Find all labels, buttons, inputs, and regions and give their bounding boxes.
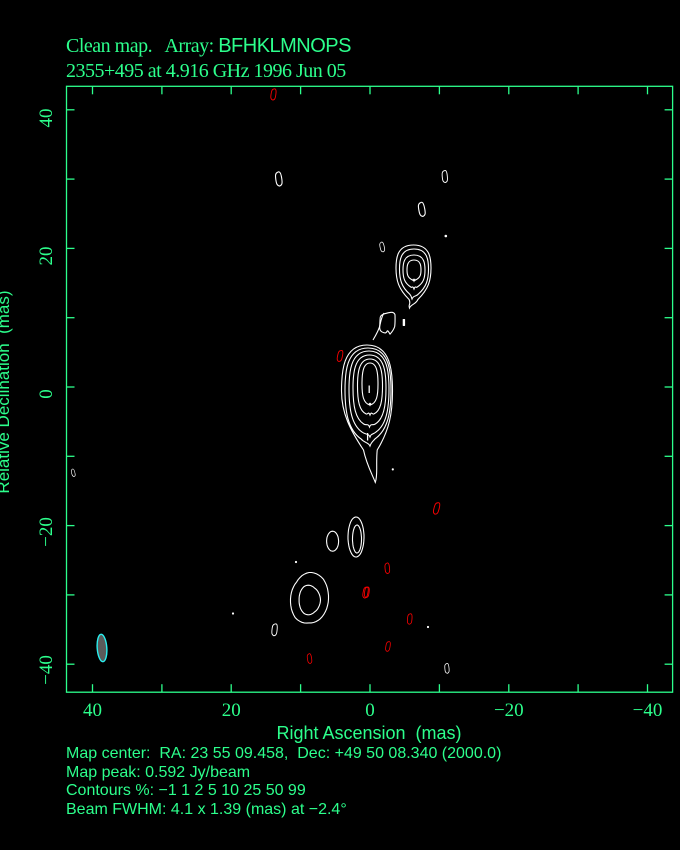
svg-text:−40: −40 <box>633 700 663 721</box>
svg-text:−20: −20 <box>494 700 524 721</box>
svg-text:40: 40 <box>36 109 57 128</box>
svg-text:−20: −20 <box>36 517 57 547</box>
svg-text:20: 20 <box>36 247 57 266</box>
svg-text:40: 40 <box>83 700 102 721</box>
svg-text:20: 20 <box>222 700 241 721</box>
svg-text:0: 0 <box>365 700 375 721</box>
svg-text:0: 0 <box>36 389 57 399</box>
svg-text:−40: −40 <box>36 655 57 685</box>
